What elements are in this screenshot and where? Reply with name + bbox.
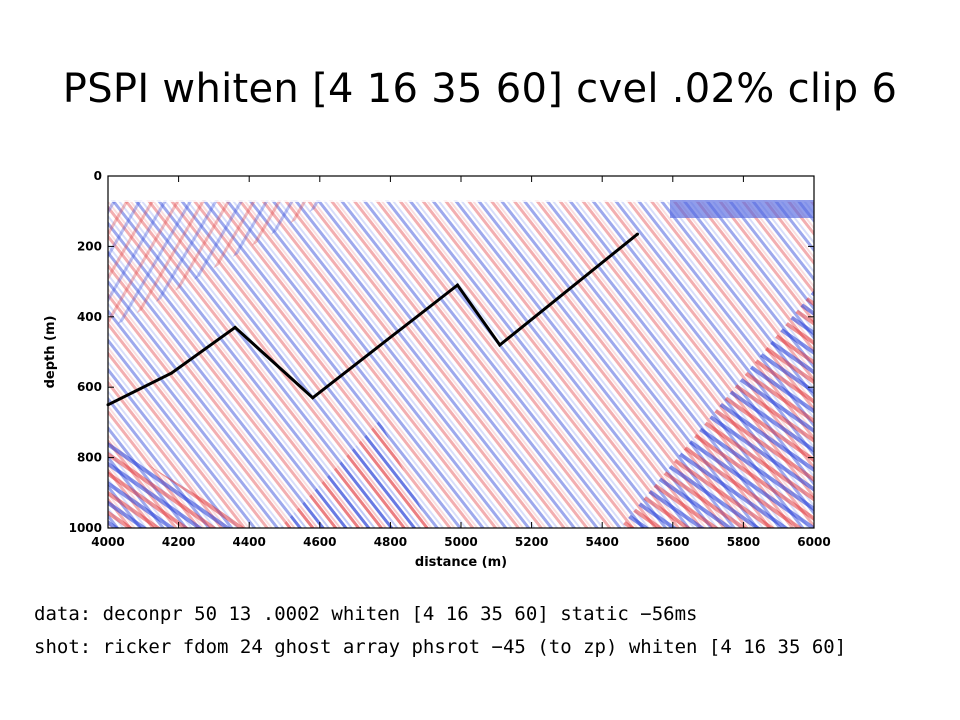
x-tick-label: 4800 xyxy=(374,535,407,549)
y-axis-label: depth (m) xyxy=(43,316,58,389)
y-tick-label: 800 xyxy=(77,451,102,465)
y-tick-label: 600 xyxy=(77,380,102,394)
x-tick-label: 4400 xyxy=(232,535,265,549)
horizon-vertex xyxy=(106,403,110,407)
x-axis-label: distance (m) xyxy=(415,555,507,570)
y-tick-label: 1000 xyxy=(69,521,102,535)
x-tick-label: 5000 xyxy=(444,535,477,549)
horizon-vertex xyxy=(311,396,315,400)
horizon-vertex xyxy=(636,232,639,236)
horizon-vertex xyxy=(498,343,502,347)
horizon-vertex xyxy=(233,325,237,329)
x-tick-label: 4200 xyxy=(162,535,195,549)
x-tick-label: 5800 xyxy=(727,535,760,549)
y-tick-label: 0 xyxy=(94,169,102,183)
x-tick-label: 4600 xyxy=(303,535,336,549)
horizon-vertex xyxy=(455,283,459,287)
caption-shot-line: shot: ricker fdom 24 ghost array phsrot … xyxy=(34,636,847,658)
horizon-vertex xyxy=(170,371,174,375)
y-tick-label: 400 xyxy=(77,310,102,324)
caption-data-line: data: deconpr 50 13 .0002 whiten [4 16 3… xyxy=(34,603,698,625)
x-tick-label: 6000 xyxy=(797,535,830,549)
x-tick-label: 5600 xyxy=(656,535,689,549)
y-axis-ticks: 0 200 400 600 800 1000 xyxy=(69,169,814,535)
seismic-image-background xyxy=(108,176,814,528)
y-tick-label: 200 xyxy=(77,239,102,253)
x-axis-ticks: 4000 4200 4400 4600 4800 5000 5200 5400 5600 5800… xyxy=(91,176,831,549)
page-title: PSPI whiten [4 16 35 60] cvel .02% clip … xyxy=(62,66,898,112)
interpreted-horizon xyxy=(106,232,639,407)
x-tick-label: 5200 xyxy=(515,535,548,549)
x-tick-label: 4000 xyxy=(91,535,124,549)
x-tick-label: 5400 xyxy=(585,535,618,549)
